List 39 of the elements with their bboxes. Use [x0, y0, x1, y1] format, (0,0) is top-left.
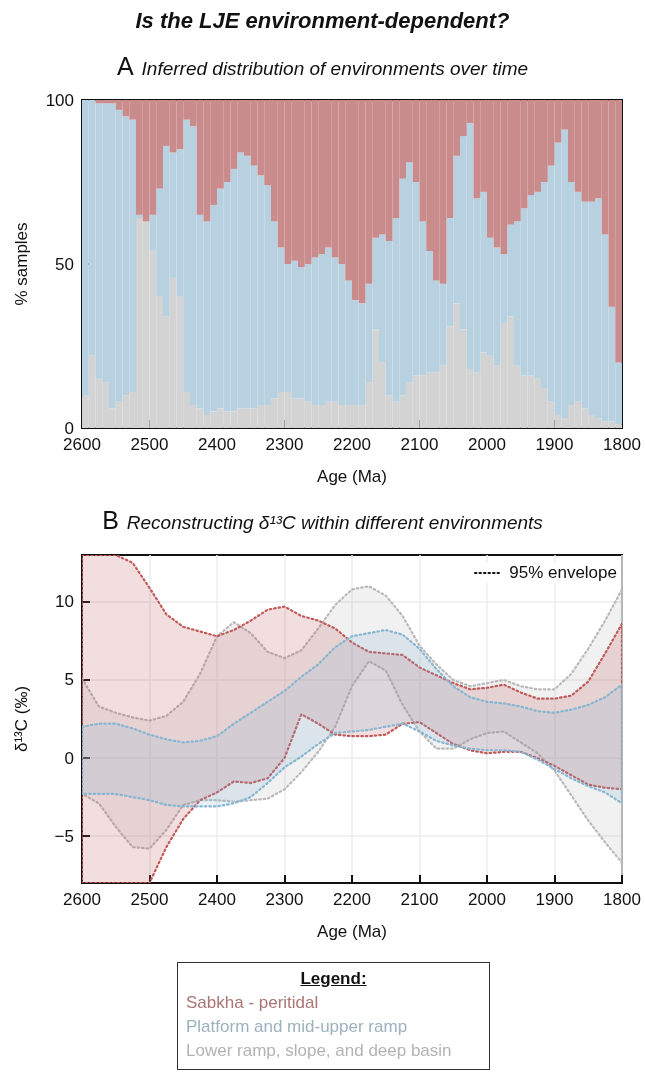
y-tick-label: 0 — [64, 418, 74, 438]
chart-subtitle: Inferred distribution of environments over time — [141, 58, 529, 79]
text: Platform and mid-upper ramp — [186, 1016, 409, 1038]
x-tick-label: 2600 — [63, 890, 101, 909]
x-tick-label: 2400 — [198, 435, 236, 454]
x-tick-label: 2300 — [265, 435, 304, 454]
legend-title: Legend: — [299, 968, 368, 990]
x-tick-label: 2300 — [265, 890, 304, 909]
x-tick-label: 2000 — [468, 435, 506, 454]
y-tick-label: 5 — [64, 670, 74, 690]
x-tick-label: 2200 — [333, 435, 371, 454]
x-tick-label: 2100 — [400, 435, 439, 454]
text: A — [116, 52, 134, 80]
text: Sabkha - peritidal — [186, 992, 320, 1014]
y-axis-title: % samples — [12, 222, 31, 306]
y-tick-label: 10 — [55, 592, 74, 612]
text: Lower ramp, slope, and deep basin — [186, 1040, 453, 1062]
x-tick-label: 1900 — [535, 435, 574, 454]
x-tick-label: 2200 — [333, 890, 371, 909]
x-axis-title: Age (Ma) — [317, 922, 387, 941]
chart-title: Is the LJE environment-dependent? — [134, 8, 511, 34]
y-tick-label: 50 — [55, 254, 74, 274]
x-tick-label: 2500 — [130, 890, 169, 909]
x-axis-title: Age (Ma) — [317, 467, 387, 486]
text: B — [102, 506, 119, 534]
x-tick-label: 2500 — [130, 435, 169, 454]
chart-title: Reconstructing δ¹³C within different environments — [126, 512, 543, 533]
x-tick-label: 2100 — [400, 890, 439, 909]
x-tick-label: 2600 — [63, 435, 101, 454]
y-tick-label: 0 — [64, 748, 74, 768]
y-tick-label: 100 — [45, 90, 74, 110]
x-tick-label: 1900 — [535, 890, 574, 909]
x-tick-label: 2000 — [468, 890, 506, 909]
annotation: 95% envelope — [509, 563, 617, 583]
x-tick-label: 1800 — [603, 435, 641, 454]
y-tick-label: −5 — [54, 826, 74, 846]
x-tick-label: 2400 — [198, 890, 236, 909]
y-axis-title: δ¹³C (‰) — [12, 685, 31, 753]
x-tick-label: 1800 — [603, 890, 641, 909]
